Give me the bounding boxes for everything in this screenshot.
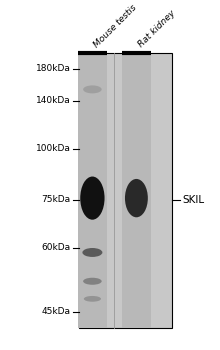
Ellipse shape xyxy=(84,296,101,302)
Bar xyxy=(78,52,107,328)
Text: 75kDa: 75kDa xyxy=(41,195,70,204)
Ellipse shape xyxy=(82,248,102,257)
Ellipse shape xyxy=(83,85,102,93)
Bar xyxy=(122,52,151,328)
Text: Mouse testis: Mouse testis xyxy=(92,3,139,49)
Ellipse shape xyxy=(83,278,102,285)
Bar xyxy=(79,52,172,328)
Ellipse shape xyxy=(125,179,148,217)
Ellipse shape xyxy=(80,176,104,220)
Text: 100kDa: 100kDa xyxy=(35,144,70,153)
Text: Rat kidney: Rat kidney xyxy=(136,9,177,49)
Text: 60kDa: 60kDa xyxy=(41,243,70,252)
Text: 180kDa: 180kDa xyxy=(35,64,70,73)
Text: SKIL: SKIL xyxy=(183,195,205,205)
Text: 45kDa: 45kDa xyxy=(41,307,70,316)
Text: 140kDa: 140kDa xyxy=(36,96,70,105)
